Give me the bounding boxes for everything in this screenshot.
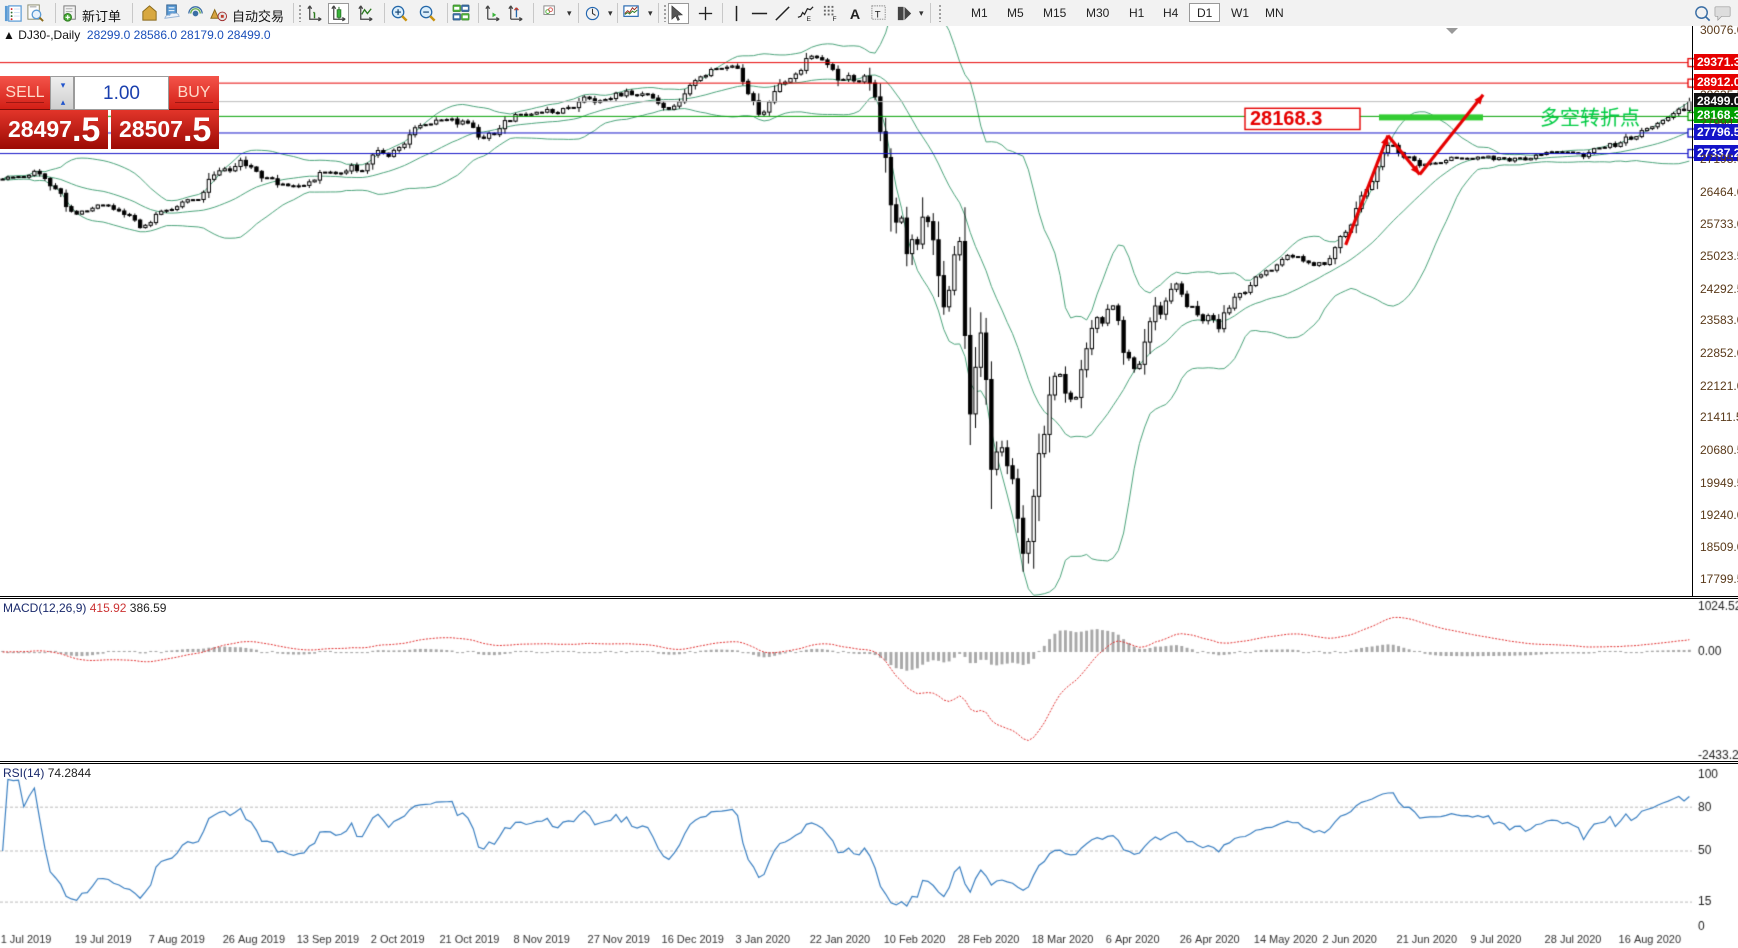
svg-text:E: E: [806, 16, 811, 23]
svg-text:A: A: [850, 7, 860, 23]
svg-text:F: F: [832, 16, 836, 23]
svg-text:T: T: [875, 9, 881, 20]
